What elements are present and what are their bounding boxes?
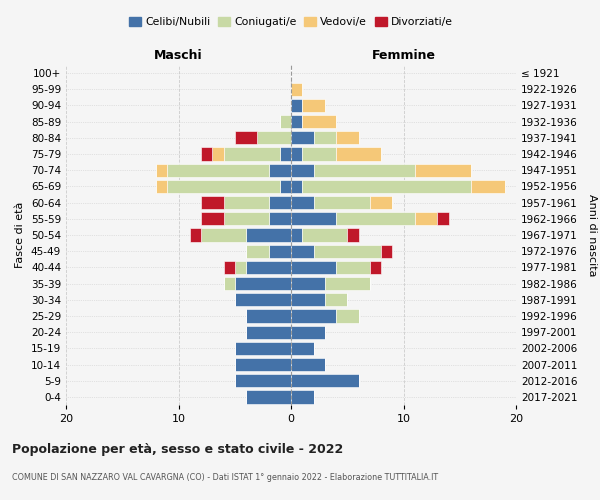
Bar	[291, 180, 302, 193]
Bar	[223, 196, 269, 209]
Bar	[291, 342, 314, 355]
Bar	[246, 244, 269, 258]
Bar	[269, 164, 291, 177]
Bar	[302, 115, 336, 128]
Bar	[291, 228, 302, 241]
Bar	[314, 244, 381, 258]
Bar	[246, 390, 291, 404]
Bar	[302, 180, 471, 193]
Bar	[235, 342, 291, 355]
Bar	[223, 148, 280, 160]
Legend: Celibi/Nubili, Coniugati/e, Vedovi/e, Divorziati/e: Celibi/Nubili, Coniugati/e, Vedovi/e, Di…	[125, 12, 457, 32]
Bar	[212, 148, 223, 160]
Y-axis label: Anni di nascita: Anni di nascita	[587, 194, 597, 276]
Bar	[336, 148, 381, 160]
Bar	[415, 212, 437, 226]
Text: Maschi: Maschi	[154, 49, 203, 62]
Text: Femmine: Femmine	[371, 49, 436, 62]
Bar	[471, 180, 505, 193]
Bar	[314, 164, 415, 177]
Bar	[167, 164, 269, 177]
Bar	[257, 131, 291, 144]
Bar	[314, 196, 370, 209]
Bar	[291, 244, 314, 258]
Bar	[381, 244, 392, 258]
Bar	[280, 115, 291, 128]
Bar	[201, 148, 212, 160]
Text: COMUNE DI SAN NAZZARO VAL CAVARGNA (CO) - Dati ISTAT 1° gennaio 2022 - Elaborazi: COMUNE DI SAN NAZZARO VAL CAVARGNA (CO) …	[12, 472, 438, 482]
Bar	[302, 148, 336, 160]
Bar	[223, 260, 235, 274]
Bar	[246, 228, 291, 241]
Bar	[280, 148, 291, 160]
Bar	[336, 260, 370, 274]
Bar	[156, 180, 167, 193]
Bar	[246, 260, 291, 274]
Bar	[415, 164, 471, 177]
Bar	[302, 228, 347, 241]
Bar	[291, 212, 336, 226]
Bar	[291, 115, 302, 128]
Bar	[291, 82, 302, 96]
Bar	[347, 228, 359, 241]
Bar	[201, 212, 223, 226]
Bar	[235, 374, 291, 388]
Bar	[291, 374, 359, 388]
Bar	[370, 260, 381, 274]
Bar	[325, 277, 370, 290]
Bar	[291, 277, 325, 290]
Bar	[291, 390, 314, 404]
Bar	[269, 196, 291, 209]
Bar	[437, 212, 449, 226]
Bar	[291, 164, 314, 177]
Bar	[201, 228, 246, 241]
Bar	[190, 228, 201, 241]
Bar	[291, 326, 325, 339]
Bar	[269, 212, 291, 226]
Bar	[291, 148, 302, 160]
Bar	[246, 310, 291, 322]
Bar	[291, 358, 325, 371]
Bar	[201, 196, 223, 209]
Bar	[291, 131, 314, 144]
Y-axis label: Fasce di età: Fasce di età	[16, 202, 25, 268]
Bar	[246, 326, 291, 339]
Bar	[291, 293, 325, 306]
Bar	[291, 99, 302, 112]
Bar	[291, 196, 314, 209]
Bar	[336, 131, 359, 144]
Bar	[370, 196, 392, 209]
Bar	[223, 212, 269, 226]
Bar	[291, 260, 336, 274]
Bar	[269, 244, 291, 258]
Bar	[336, 310, 359, 322]
Bar	[280, 180, 291, 193]
Text: Popolazione per età, sesso e stato civile - 2022: Popolazione per età, sesso e stato civil…	[12, 442, 343, 456]
Bar	[156, 164, 167, 177]
Bar	[325, 293, 347, 306]
Bar	[235, 277, 291, 290]
Bar	[235, 358, 291, 371]
Bar	[235, 260, 246, 274]
Bar	[291, 310, 336, 322]
Bar	[235, 131, 257, 144]
Bar	[167, 180, 280, 193]
Bar	[235, 293, 291, 306]
Bar	[336, 212, 415, 226]
Bar	[223, 277, 235, 290]
Bar	[314, 131, 336, 144]
Bar	[302, 99, 325, 112]
